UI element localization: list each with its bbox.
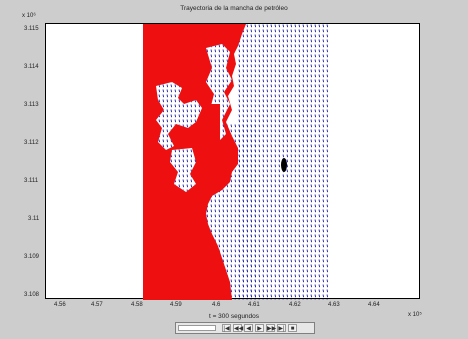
x-tick: 4.59 [170, 302, 182, 308]
x-tick: 4.6 [212, 302, 221, 308]
y-tick: 3.114 [24, 64, 39, 70]
first-frame-button[interactable]: |◀ [222, 324, 231, 332]
y-tick: 3.108 [24, 292, 40, 298]
x-tick: 4.57 [91, 302, 103, 308]
x-tick: 4.64 [368, 302, 380, 308]
x-tick: 4.62 [289, 302, 301, 308]
x-tick: 4.56 [54, 302, 66, 308]
play-button[interactable]: ▶ [255, 324, 264, 332]
stop-button[interactable]: ■ [288, 324, 297, 332]
playback-controls: |◀ ◀◀ ◀ ▶ ▶▶ ▶| ■ [175, 322, 315, 334]
x-exponent-label: x 10⁵ [408, 312, 422, 318]
oil-spill [281, 158, 287, 172]
x-tick: 4.58 [131, 302, 143, 308]
rewind-button[interactable]: ◀◀ [233, 324, 244, 332]
plot-title: Trayectoria de la mancha de petróleo [180, 5, 288, 12]
time-slider[interactable] [178, 325, 216, 331]
y-tick: 3.109 [24, 254, 40, 260]
map-svg [143, 24, 329, 300]
x-tick: 4.61 [248, 302, 260, 308]
y-tick: 3.111 [24, 178, 39, 184]
y-tick: 3.112 [24, 140, 39, 146]
y-exponent-label: x 10⁶ [22, 13, 36, 19]
island [202, 104, 220, 168]
y-tick: 3.115 [24, 26, 39, 32]
y-tick: 3.113 [24, 102, 39, 108]
step-back-button[interactable]: ◀ [244, 324, 253, 332]
y-tick: 3.11 [28, 216, 40, 222]
time-caption: t = 300 segundos [208, 313, 260, 320]
x-tick: 4.63 [328, 302, 340, 308]
last-frame-button[interactable]: ▶| [277, 324, 286, 332]
plot-area [45, 23, 420, 300]
fast-forward-button[interactable]: ▶▶ [266, 324, 277, 332]
